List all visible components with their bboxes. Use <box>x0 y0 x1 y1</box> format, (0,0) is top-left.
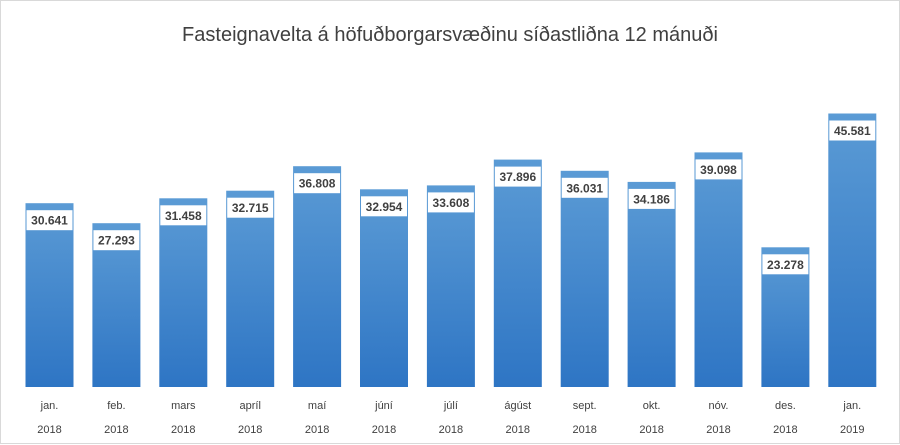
bar-3 <box>159 198 208 387</box>
data-label-5: 36.808 <box>299 177 336 191</box>
bar-6 <box>360 189 408 387</box>
x-tick-year-3: 2018 <box>171 424 195 436</box>
bar-1 <box>25 203 74 387</box>
x-tick-month-13: jan. <box>842 400 861 412</box>
bar-11 <box>694 152 743 387</box>
x-tick-month-12: des. <box>775 400 796 412</box>
bar-8 <box>493 159 542 387</box>
data-label-12: 23.278 <box>767 258 804 272</box>
data-label-box-12 <box>762 254 809 275</box>
data-label-7: 33.608 <box>433 196 470 210</box>
x-tick-year-8: 2018 <box>506 424 530 436</box>
x-tick-month-9: sept. <box>573 400 597 412</box>
x-tick-year-4: 2018 <box>238 424 262 436</box>
x-tick-month-4: apríl <box>239 400 260 412</box>
data-label-3: 31.458 <box>165 209 202 223</box>
data-label-box-2 <box>93 230 140 251</box>
x-tick-month-11: nóv. <box>709 400 729 412</box>
bar-13 <box>828 113 877 387</box>
x-tick-month-10: okt. <box>643 400 661 412</box>
data-label-box-9 <box>561 177 608 198</box>
x-tick-month-5: maí <box>308 400 326 412</box>
data-label-box-5 <box>294 173 341 194</box>
bar-5 <box>293 166 342 387</box>
bar-7 <box>426 185 475 387</box>
bar-10 <box>627 181 676 387</box>
x-tick-month-6: júní <box>374 400 393 412</box>
data-label-box-10 <box>628 188 675 209</box>
bar-4 <box>226 190 275 387</box>
data-label-6: 32.954 <box>366 200 403 214</box>
x-tick-year-7: 2018 <box>439 424 463 436</box>
data-label-box-7 <box>427 192 474 213</box>
data-label-13: 45.581 <box>834 124 871 138</box>
x-tick-month-3: mars <box>171 400 196 412</box>
x-tick-year-11: 2018 <box>706 424 730 436</box>
data-label-10: 34.186 <box>633 192 670 206</box>
data-label-box-8 <box>494 166 541 187</box>
data-label-box-11 <box>695 159 742 180</box>
x-tick-year-6: 2018 <box>372 424 396 436</box>
bar-9 <box>560 170 609 387</box>
data-label-1: 30.641 <box>31 214 68 228</box>
data-label-4: 32.715 <box>232 201 269 215</box>
x-tick-year-12: 2018 <box>773 424 797 436</box>
x-tick-year-5: 2018 <box>305 424 329 436</box>
plot-area: 30.641 jan. 2018 27.293 feb. 2018 31.458 mars 20… <box>25 113 877 436</box>
bar-2 <box>92 223 141 387</box>
x-tick-month-1: jan. <box>40 400 59 412</box>
data-label-8: 37.896 <box>499 170 536 184</box>
data-label-9: 36.031 <box>566 181 603 195</box>
data-label-box-3 <box>160 205 207 226</box>
x-tick-month-8: ágúst <box>504 400 531 412</box>
data-label-box-4 <box>227 197 274 218</box>
x-tick-month-2: feb. <box>107 400 125 412</box>
data-label-box-6 <box>361 196 407 217</box>
data-label-11: 39.098 <box>700 163 737 177</box>
chart-title: Fasteignavelta á höfuðborgarsvæðinu síða… <box>182 24 718 46</box>
x-tick-month-7: júlí <box>443 400 458 412</box>
x-tick-year-1: 2018 <box>37 424 61 436</box>
x-tick-year-9: 2018 <box>572 424 596 436</box>
x-tick-year-2: 2018 <box>104 424 128 436</box>
data-label-box-1 <box>26 210 73 231</box>
x-tick-year-13: 2019 <box>840 424 864 436</box>
data-label-box-13 <box>829 120 876 141</box>
x-tick-year-10: 2018 <box>639 424 663 436</box>
data-label-2: 27.293 <box>98 234 135 248</box>
